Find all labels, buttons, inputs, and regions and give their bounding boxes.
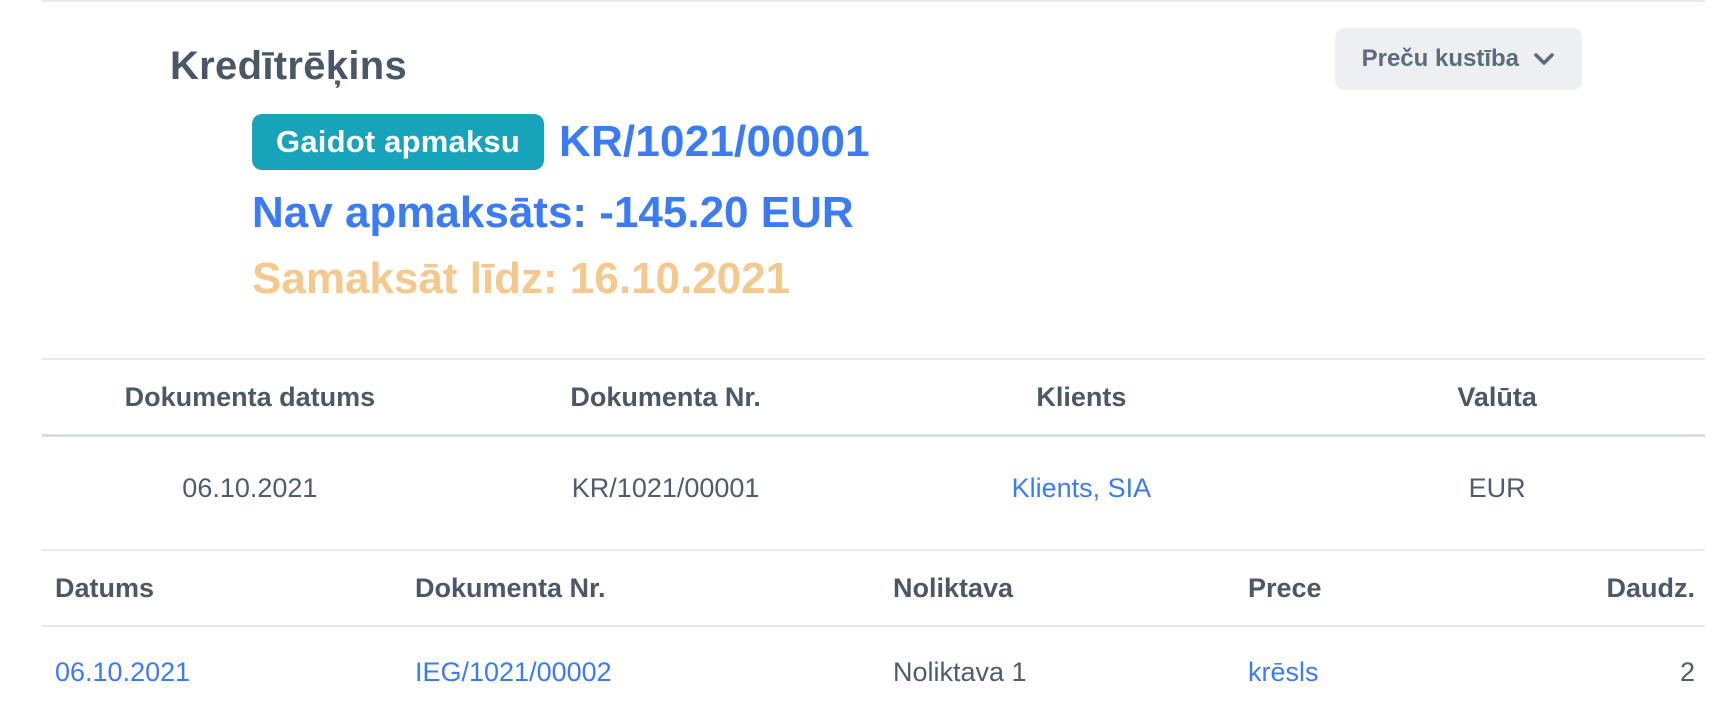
chevron-down-icon [1533, 45, 1555, 73]
movement-warehouse: Noliktava 1 [893, 657, 1027, 687]
document-summary-table: Dokumenta datums Dokumenta Nr. Klients V… [42, 358, 1705, 541]
movement-quantity: 2 [1679, 657, 1695, 687]
column-header-quantity: Daudz. [1525, 550, 1705, 627]
summary-document-number: KR/1021/00001 [571, 473, 760, 503]
column-header-document-date: Dokumenta datums [42, 359, 458, 437]
goods-movement-dropdown-label: Preču kustība [1361, 45, 1519, 72]
column-header-currency: Valūta [1289, 359, 1705, 437]
summary-client-cell: Klients, SIA [874, 436, 1290, 542]
summary-header-row: Dokumenta datums Dokumenta Nr. Klients V… [42, 359, 1705, 437]
column-header-movement-document-number: Dokumenta Nr. [402, 550, 880, 627]
column-header-warehouse: Noliktava [880, 550, 1235, 627]
movement-document-cell: IEG/1021/00002 [402, 626, 880, 717]
summary-currency: EUR [1468, 473, 1526, 503]
status-badge: Gaidot apmaksu [252, 114, 544, 170]
client-link[interactable]: Klients, SIA [1011, 473, 1152, 503]
column-header-document-number: Dokumenta Nr. [457, 359, 874, 437]
movement-date-link[interactable]: 06.10.2021 [55, 657, 191, 687]
movement-document-link[interactable]: IEG/1021/00002 [415, 657, 612, 687]
due-date-line: Samaksāt līdz: 16.10.2021 [252, 254, 791, 303]
column-header-date: Datums [42, 550, 402, 627]
movement-row: 06.10.2021 IEG/1021/00002 Noliktava 1 kr… [42, 626, 1705, 717]
movement-header-row: Datums Dokumenta Nr. Noliktava Prece Dau… [42, 550, 1705, 627]
unpaid-amount-line: Nav apmaksāts: -145.20 EUR [252, 188, 854, 237]
movement-date-cell: 06.10.2021 [42, 626, 402, 717]
page-title: Kredītrēķins [170, 44, 408, 88]
movement-product-cell: krēsls [1235, 626, 1525, 717]
summary-document-date: 06.10.2021 [182, 473, 318, 503]
goods-movement-table: Datums Dokumenta Nr. Noliktava Prece Dau… [42, 549, 1705, 717]
status-row: Gaidot apmaksu KR/1021/00001 [252, 114, 1705, 170]
summary-row: 06.10.2021 KR/1021/00001 Klients, SIA EU… [42, 436, 1705, 542]
column-header-product: Prece [1235, 550, 1525, 627]
document-header: Preču kustība Kredītrēķins Gaidot apmaks… [42, 2, 1705, 308]
product-link[interactable]: krēsls [1248, 657, 1319, 687]
document-number: KR/1021/00001 [558, 117, 870, 166]
credit-invoice-page: Preču kustība Kredītrēķins Gaidot apmaks… [42, 0, 1705, 717]
column-header-client: Klients [873, 359, 1290, 437]
goods-movement-dropdown-button[interactable]: Preču kustība [1334, 28, 1582, 90]
